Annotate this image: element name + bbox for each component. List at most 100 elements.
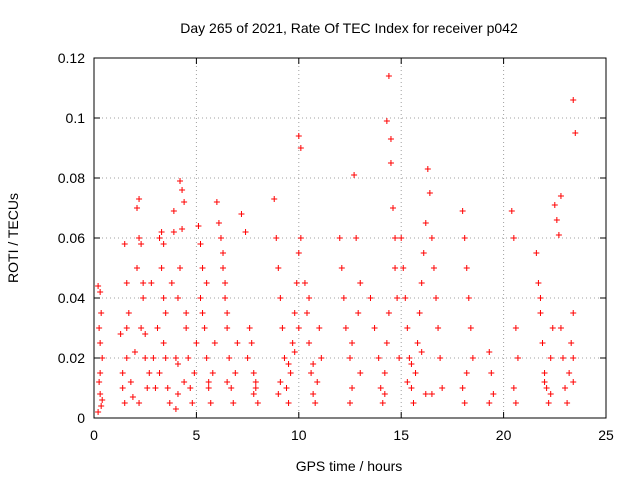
data-point — [566, 370, 573, 376]
data-point — [490, 391, 497, 397]
data-point — [97, 370, 104, 376]
data-point — [177, 178, 184, 184]
data-point — [287, 370, 294, 376]
data-point — [285, 361, 292, 367]
data-point — [213, 199, 220, 205]
data-point — [156, 235, 163, 241]
data-point — [547, 355, 554, 361]
data-point — [570, 310, 577, 316]
data-point — [367, 295, 374, 301]
data-point — [510, 385, 517, 391]
data-point — [136, 235, 143, 241]
data-point — [557, 193, 564, 199]
data-point — [535, 280, 542, 286]
data-point — [349, 340, 356, 346]
data-point — [377, 385, 384, 391]
data-point — [514, 355, 521, 361]
data-point — [412, 370, 419, 376]
data-point — [347, 355, 353, 361]
data-point — [408, 361, 415, 367]
y-tick-label: 0.04 — [58, 290, 85, 306]
data-point — [351, 172, 358, 178]
data-point — [340, 295, 347, 301]
data-point — [134, 265, 141, 271]
x-axis-label: GPS time / hours — [296, 458, 403, 474]
data-point — [541, 370, 548, 376]
data-point — [252, 385, 259, 391]
data-point — [174, 391, 181, 397]
data-point — [140, 295, 147, 301]
data-point — [547, 391, 554, 397]
data-point — [195, 223, 202, 229]
data-points — [95, 73, 579, 415]
data-point — [138, 241, 145, 247]
y-tick-label: 0.08 — [58, 170, 85, 186]
data-point — [465, 295, 472, 301]
x-tick-label: 25 — [598, 427, 614, 443]
x-tick-label: 5 — [193, 427, 201, 443]
axis-ticks — [93, 57, 607, 419]
data-point — [179, 226, 186, 232]
data-point — [224, 379, 231, 385]
data-point — [220, 265, 227, 271]
data-point — [422, 391, 429, 397]
data-point — [424, 166, 431, 172]
data-point — [545, 400, 552, 406]
data-point — [392, 235, 399, 241]
data-point — [99, 355, 106, 361]
data-point — [533, 250, 540, 256]
data-point — [355, 310, 362, 316]
data-point — [291, 310, 298, 316]
data-point — [238, 211, 245, 217]
data-point — [349, 385, 356, 391]
data-point — [160, 241, 167, 247]
data-point — [119, 370, 126, 376]
data-point — [271, 196, 278, 202]
data-point — [222, 280, 229, 286]
data-point — [553, 217, 560, 223]
data-point — [170, 229, 177, 235]
x-tick-label: 20 — [496, 427, 512, 443]
data-point — [422, 220, 429, 226]
data-point — [277, 379, 284, 385]
grid-lines — [94, 58, 606, 418]
data-point — [273, 235, 280, 241]
data-point — [197, 241, 204, 247]
data-point — [160, 295, 167, 301]
data-point — [408, 385, 415, 391]
y-tick-label: 0 — [77, 410, 85, 426]
data-point — [297, 145, 304, 151]
data-point — [508, 208, 515, 214]
data-point — [201, 325, 208, 331]
y-tick-label: 0.06 — [58, 230, 85, 246]
data-point — [437, 355, 444, 361]
data-point — [129, 394, 136, 400]
data-point — [385, 73, 392, 79]
data-point — [301, 280, 308, 286]
data-point — [183, 325, 190, 331]
data-point — [234, 340, 241, 346]
data-point — [383, 340, 390, 346]
data-point — [543, 385, 550, 391]
data-point — [439, 385, 446, 391]
data-point — [252, 379, 259, 385]
data-point — [512, 400, 519, 406]
data-point — [338, 265, 345, 271]
data-point — [387, 160, 394, 166]
data-point — [205, 379, 212, 385]
data-point — [211, 340, 218, 346]
data-point — [203, 355, 210, 361]
data-point — [293, 280, 300, 286]
data-point — [121, 241, 128, 247]
data-point — [416, 310, 423, 316]
data-point — [336, 235, 343, 241]
data-point — [207, 400, 214, 406]
data-point — [318, 355, 325, 361]
data-point — [463, 370, 470, 376]
data-point — [459, 208, 466, 214]
data-point — [371, 325, 378, 331]
data-point — [193, 340, 200, 346]
data-point — [398, 235, 405, 241]
data-point — [512, 325, 519, 331]
data-point — [185, 355, 192, 361]
